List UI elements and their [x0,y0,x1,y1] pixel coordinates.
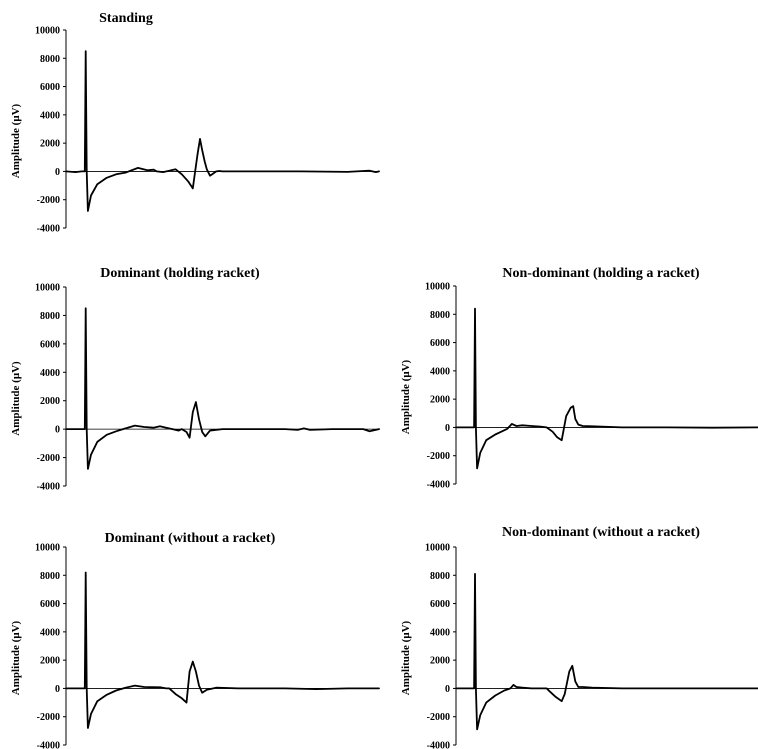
chart-panel: Dominant (holding racket) -4000 -2000 0 2000… [10,266,380,493]
y-tick-label: 0 [445,423,450,434]
y-tick-label: 6000 [430,599,450,610]
y-tick-label: 10000 [35,26,60,37]
y-tick-label: 2000 [40,396,60,407]
y-tick-label: 6000 [40,82,60,93]
y-tick-label: 10000 [425,282,450,293]
panel-title: Dominant (holding racket) [100,266,260,281]
y-tick-label: -2000 [37,195,60,206]
y-tick-label: -4000 [37,482,60,493]
y-tick-label: 4000 [430,366,450,377]
emg-trace-line [65,50,380,212]
y-tick-label: 8000 [40,54,60,65]
y-tick-label: 8000 [430,571,450,582]
y-axis-label: Amplitude (μV) [10,620,22,695]
y-tick-label: 2000 [430,656,450,667]
y-tick-label: 4000 [40,368,60,379]
y-tick-label: 2000 [430,395,450,406]
emg-trace-line [65,307,380,470]
panel-title: Non-dominant (without a racket) [502,525,700,540]
emg-trace-line [65,571,380,729]
y-tick-label: 6000 [430,338,450,349]
y-tick-label: 10000 [425,543,450,554]
y-tick-label: 10000 [35,543,60,554]
emg-trace-line [455,307,758,470]
y-axis-label: Amplitude (μV) [400,359,412,434]
emg-trace-line [455,573,758,731]
chart-panel: Dominant (without a racket) -4000 -2000 0 20… [10,531,380,749]
y-tick-label: 10000 [35,283,60,294]
y-tick-label: 2000 [40,656,60,667]
y-tick-label: 4000 [430,627,450,638]
y-tick-label: -4000 [427,741,450,749]
y-tick-label: 0 [55,684,60,695]
y-tick-label: 4000 [40,110,60,121]
y-tick-label: -4000 [37,224,60,235]
y-tick-label: -2000 [37,712,60,723]
y-tick-label: -2000 [37,453,60,464]
y-tick-label: 0 [445,684,450,695]
y-tick-label: -4000 [37,741,60,749]
y-tick-label: -4000 [427,480,450,491]
y-tick-label: 8000 [430,310,450,321]
chart-panel: Standing -4000 -2000 0 2000 4000 6000 8000 10000… [10,11,380,235]
y-tick-label: 0 [55,425,60,436]
y-tick-label: 4000 [40,627,60,638]
panel-title: Dominant (without a racket) [105,531,276,546]
y-axis-label: Amplitude (μV) [400,620,412,695]
y-axis-label: Amplitude (μV) [10,361,22,436]
chart-panel: Non-dominant (holding a racket) -4000 -200… [400,266,758,491]
y-tick-label: 8000 [40,571,60,582]
y-axis-label: Amplitude (μV) [10,103,22,178]
y-tick-label: 2000 [40,139,60,150]
y-tick-label: -2000 [427,712,450,723]
chart-panel: Non-dominant (without a racket) -4000 -200… [400,525,758,749]
panel-title: Standing [99,11,153,26]
y-tick-label: -2000 [427,451,450,462]
y-tick-label: 6000 [40,599,60,610]
panel-title: Non-dominant (holding a racket) [502,266,700,281]
y-tick-label: 8000 [40,311,60,322]
y-tick-label: 6000 [40,339,60,350]
y-tick-label: 0 [55,167,60,178]
